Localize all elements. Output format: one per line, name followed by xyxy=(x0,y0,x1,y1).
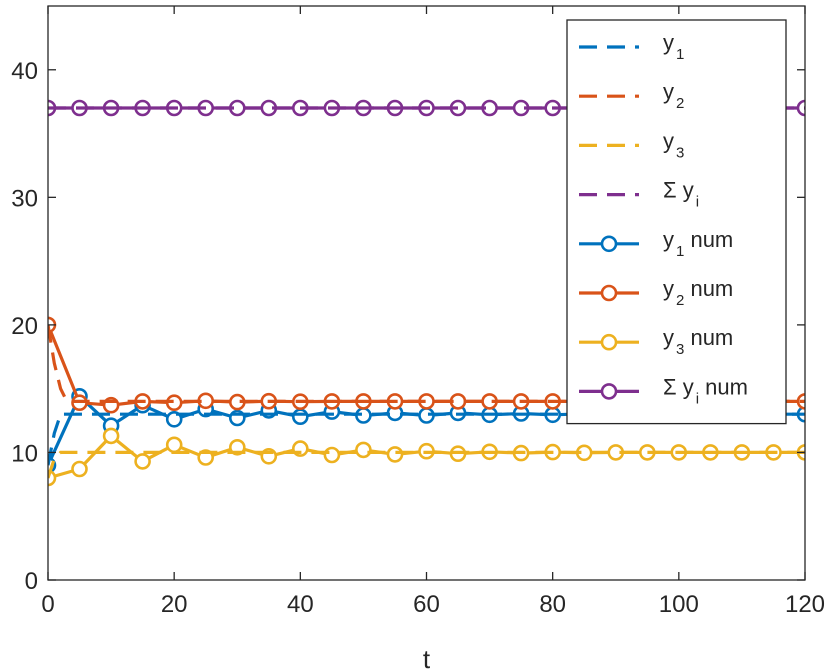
series-line-y3 xyxy=(48,450,805,479)
data-point-y1-num xyxy=(291,408,309,426)
y-tick-label: 0 xyxy=(25,568,38,595)
data-point-y3-num xyxy=(102,427,120,445)
y-tick-label: 20 xyxy=(11,313,38,340)
x-tick-label: 60 xyxy=(413,591,440,618)
data-point-sum-yi-num xyxy=(796,99,805,117)
data-point-y3-num xyxy=(355,441,372,459)
data-point-y3-num xyxy=(134,453,151,470)
series-line-y2 xyxy=(48,324,805,403)
y-tick-label: 10 xyxy=(11,440,38,467)
x-tick-label: 100 xyxy=(659,591,699,618)
axis-ticks: 0 20 40 60 80 100 120 0 10 20 30 40 xyxy=(11,6,825,618)
series-y1 xyxy=(48,412,805,466)
series-y3-num xyxy=(48,427,805,487)
x-tick-label: 40 xyxy=(287,591,314,618)
series-y2 xyxy=(48,324,805,403)
y-tick-label: 30 xyxy=(11,185,38,212)
series-line-y1 xyxy=(48,412,805,466)
x-tick-label: 120 xyxy=(785,591,825,618)
x-tick-label: 80 xyxy=(539,591,566,618)
series-y3 xyxy=(48,450,805,479)
legend-box xyxy=(566,19,787,425)
legend-marker xyxy=(600,284,618,302)
x-axis-label: t xyxy=(423,644,431,672)
x-tick-label: 0 xyxy=(41,591,54,618)
legend-marker xyxy=(600,383,618,400)
y-tick-label: 40 xyxy=(11,58,38,85)
data-point-y3-num xyxy=(165,436,183,454)
x-tick-label: 20 xyxy=(161,591,188,618)
data-point-y3-num xyxy=(386,446,404,463)
data-point-y3-num xyxy=(71,460,88,478)
legend-marker xyxy=(600,235,618,253)
legend-marker xyxy=(600,333,618,351)
data-point-y3-num xyxy=(323,446,341,464)
